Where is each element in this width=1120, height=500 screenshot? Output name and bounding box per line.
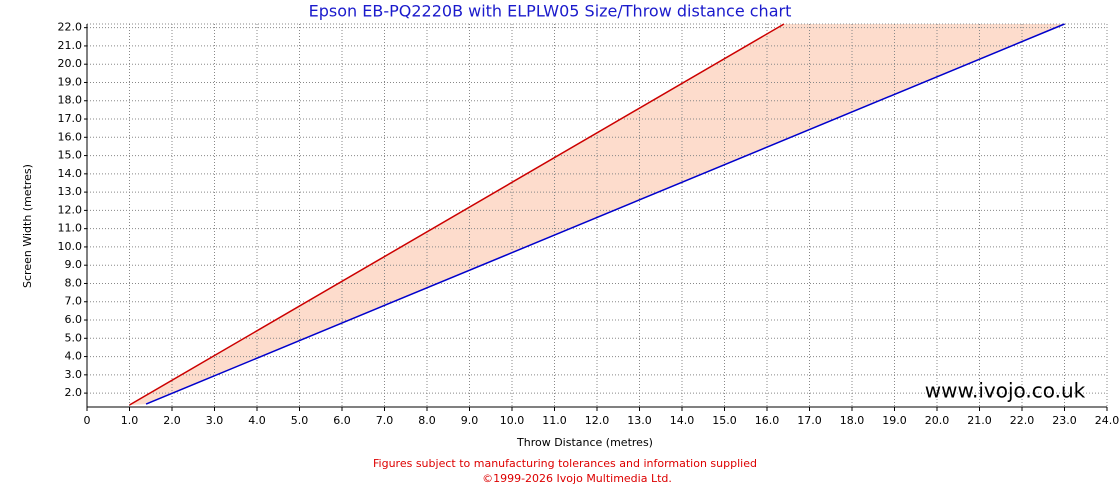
x-tick-label: 23.0 <box>1052 414 1077 427</box>
footer-note: Figures subject to manufacturing toleran… <box>373 457 757 470</box>
y-tick-label: 14.0 <box>58 167 83 180</box>
watermark: www.ivojo.co.uk <box>925 379 1086 403</box>
x-tick-label: 2.0 <box>163 414 181 427</box>
y-tick-label: 11.0 <box>58 222 83 235</box>
y-tick-label: 5.0 <box>65 331 83 344</box>
y-tick-label: 17.0 <box>58 112 83 125</box>
plot-layer <box>86 23 1108 407</box>
y-tick-label: 13.0 <box>58 185 83 198</box>
x-tick-label: 4.0 <box>248 414 266 427</box>
x-tick-label: 15.0 <box>712 414 737 427</box>
y-tick-label: 21.0 <box>58 39 83 52</box>
series-line <box>145 23 1065 405</box>
y-tick-label: 7.0 <box>65 295 83 308</box>
x-tick-label: 6.0 <box>333 414 351 427</box>
x-tick-label: 16.0 <box>755 414 780 427</box>
x-tick-label: 22.0 <box>1010 414 1035 427</box>
x-tick-label: 11.0 <box>542 414 567 427</box>
x-tick-label: 17.0 <box>797 414 822 427</box>
y-tick-label: 4.0 <box>65 350 83 363</box>
x-tick-label: 10.0 <box>500 414 525 427</box>
footer-copyright: ©1999-2026 Ivojo Multimedia Ltd. <box>482 472 672 485</box>
x-tick-label: 18.0 <box>840 414 865 427</box>
x-tick-label: 8.0 <box>418 414 436 427</box>
y-tick-label: 9.0 <box>65 258 83 271</box>
x-tick-label: 9.0 <box>461 414 479 427</box>
y-tick-label: 12.0 <box>58 203 83 216</box>
chart-title: Epson EB-PQ2220B with ELPLW05 Size/Throw… <box>309 2 792 21</box>
y-tick-label: 22.0 <box>58 21 83 34</box>
y-tick-label: 15.0 <box>58 149 83 162</box>
x-tick-label: 12.0 <box>585 414 610 427</box>
x-tick-label: 21.0 <box>967 414 992 427</box>
x-tick-label: 14.0 <box>670 414 695 427</box>
x-tick-label: 0 <box>84 414 91 427</box>
y-axis-label: Screen Width (metres) <box>21 164 34 288</box>
y-tick-label: 18.0 <box>58 94 83 107</box>
y-tick-label: 2.0 <box>65 386 83 399</box>
y-tick-label: 6.0 <box>65 313 83 326</box>
series-line <box>129 23 785 406</box>
y-tick-label: 8.0 <box>65 276 83 289</box>
x-tick-label: 24.0 <box>1095 414 1120 427</box>
y-tick-label: 20.0 <box>58 57 83 70</box>
x-tick-label: 19.0 <box>882 414 907 427</box>
y-tick-label: 10.0 <box>58 240 83 253</box>
x-axis-label: Throw Distance (metres) <box>516 436 653 449</box>
y-tick-label: 3.0 <box>65 368 83 381</box>
range-fill <box>129 24 1065 405</box>
x-tick-label: 5.0 <box>291 414 309 427</box>
x-tick-label: 20.0 <box>925 414 950 427</box>
x-tick-label: 3.0 <box>206 414 224 427</box>
x-tick-label: 1.0 <box>121 414 139 427</box>
x-tick-label: 7.0 <box>376 414 394 427</box>
y-tick-label: 19.0 <box>58 75 83 88</box>
x-tick-label: 13.0 <box>627 414 652 427</box>
y-tick-label: 16.0 <box>58 130 83 143</box>
